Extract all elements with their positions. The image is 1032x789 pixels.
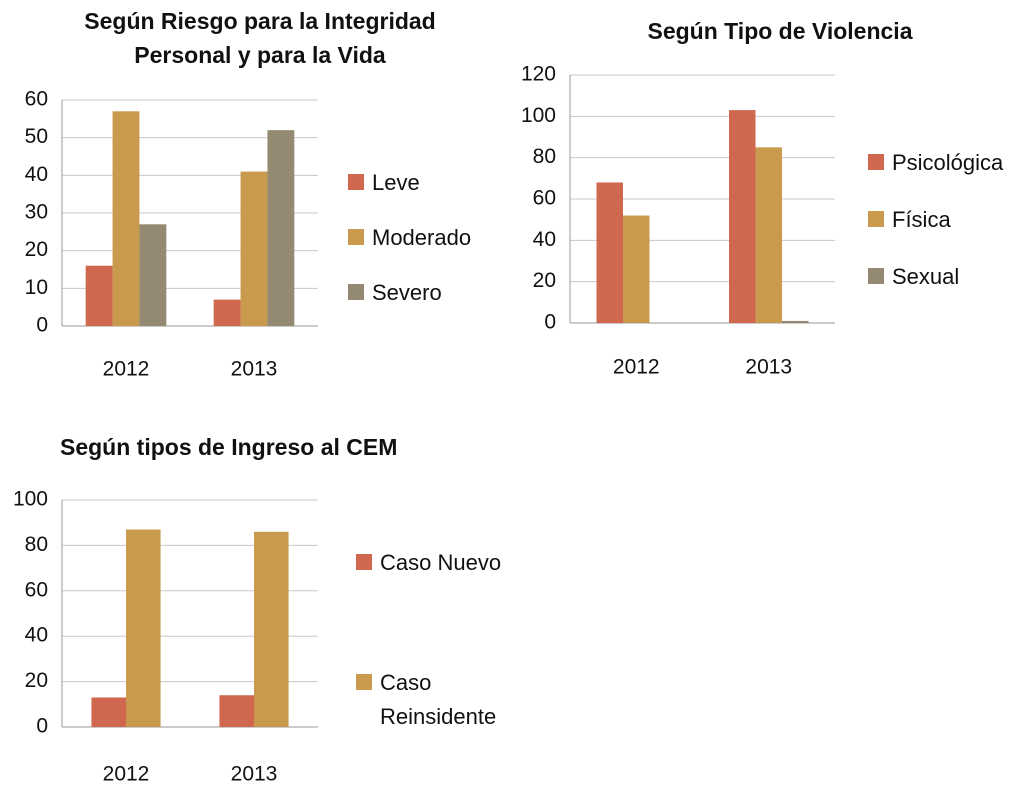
bar (112, 111, 140, 326)
legend-swatch (348, 229, 364, 245)
legend-label: Física (892, 207, 951, 232)
y-tick-label: 50 (25, 125, 48, 148)
legend-label: Severo (372, 280, 442, 305)
y-tick-label: 80 (25, 533, 48, 556)
bar (596, 182, 623, 323)
chart-title: Según Riesgo para la Integridad Personal… (84, 8, 436, 68)
bar (240, 171, 268, 326)
chart-title: Según tipos de Ingreso al CEM (60, 434, 398, 460)
legend-label: Caso Reinsidente (380, 670, 497, 729)
y-tick-label: 120 (521, 63, 556, 86)
y-tick-label: 20 (25, 669, 48, 692)
legend-label: Moderado (372, 225, 472, 250)
bar (91, 697, 126, 727)
bar (623, 215, 650, 323)
legend-swatch (356, 554, 372, 570)
y-tick-label: 20 (533, 269, 556, 292)
bar (267, 130, 295, 326)
y-tick-label: 60 (533, 187, 556, 210)
y-tick-label: 30 (25, 201, 48, 224)
y-tick-label: 0 (36, 314, 48, 337)
y-tick-label: 60 (25, 578, 48, 601)
legend-swatch (868, 268, 884, 284)
y-tick-label: 0 (36, 715, 48, 738)
legend-swatch (868, 211, 884, 227)
y-tick-label: 10 (25, 276, 48, 299)
y-tick-label: 40 (25, 624, 48, 647)
y-tick-label: 80 (533, 145, 556, 168)
bar (729, 110, 756, 323)
bar (219, 695, 254, 727)
legend-swatch (348, 174, 364, 190)
legend-swatch (356, 674, 372, 690)
x-tick-label: 2012 (613, 356, 660, 379)
legend-label: Sexual (892, 264, 960, 289)
y-tick-label: 100 (521, 104, 556, 127)
x-tick-label: 2012 (103, 358, 150, 381)
bar (213, 299, 241, 326)
y-tick-label: 0 (544, 311, 556, 334)
bar (254, 531, 289, 727)
chart-title: Según Tipo de Violencia (647, 18, 913, 44)
legend-swatch (348, 284, 364, 300)
bar (85, 265, 113, 326)
x-tick-label: 2013 (231, 358, 278, 381)
x-tick-label: 2013 (745, 356, 792, 379)
y-tick-label: 20 (25, 238, 48, 261)
bar (755, 147, 782, 323)
legend-label: Psicológica (892, 150, 1004, 175)
x-tick-label: 2012 (103, 763, 150, 786)
y-tick-label: 100 (13, 488, 48, 511)
bar (126, 529, 161, 727)
y-tick-label: 40 (533, 228, 556, 251)
x-tick-label: 2013 (231, 763, 278, 786)
y-tick-label: 40 (25, 163, 48, 186)
y-tick-label: 60 (25, 88, 48, 111)
legend-label: Leve (372, 170, 420, 195)
legend-label: Caso Nuevo (380, 550, 502, 575)
bar (782, 320, 809, 323)
bar (139, 224, 167, 326)
legend-swatch (868, 154, 884, 170)
